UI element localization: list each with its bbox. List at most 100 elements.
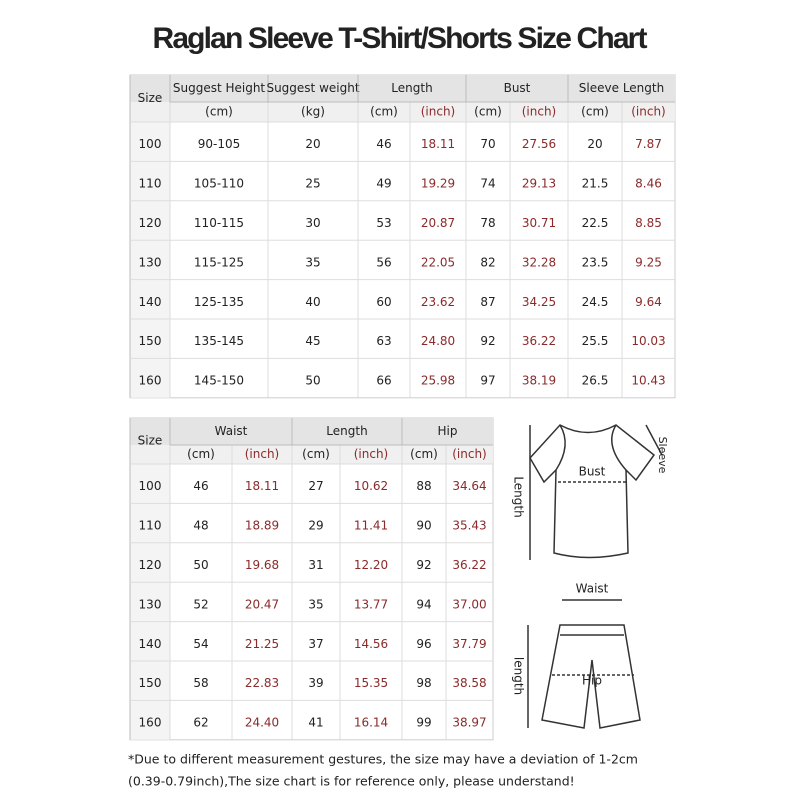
- table-cell: 21.5: [582, 177, 609, 191]
- table-cell: 97: [480, 374, 495, 388]
- header-cell: Bust: [504, 81, 531, 95]
- table-cell: 37.00: [452, 597, 486, 611]
- table-cell: 32.28: [522, 255, 556, 269]
- table-cell: 70: [480, 137, 495, 151]
- header-cell: Sleeve Length: [579, 81, 664, 95]
- table-cell: 49: [376, 177, 391, 191]
- table-cell: 90-105: [198, 137, 241, 151]
- table-cell: 20.47: [245, 597, 279, 611]
- table-cell: 20: [587, 137, 602, 151]
- header-cell: (inch): [452, 447, 487, 461]
- table-cell: 20: [305, 137, 320, 151]
- header-background: [130, 102, 675, 122]
- table-cell: 74: [480, 177, 495, 191]
- table-cell: 105-110: [194, 177, 244, 191]
- header-cell: (cm): [187, 447, 215, 461]
- header-cell: Suggest weight: [266, 81, 359, 95]
- header-cell: (cm): [205, 105, 233, 119]
- table-cell: 38.97: [452, 716, 486, 730]
- table-cell: 10.62: [354, 479, 388, 493]
- table-cell: 100: [139, 137, 162, 151]
- table-cell: 50: [193, 558, 208, 572]
- table-cell: 87: [480, 295, 495, 309]
- table-cell: 150: [139, 676, 162, 690]
- table-cell: 10.43: [631, 374, 665, 388]
- table-background: [129, 74, 676, 399]
- table-cell: 120: [139, 216, 162, 230]
- table-cell: 110-115: [194, 216, 244, 230]
- table-cell: 30: [305, 216, 320, 230]
- header-cell: (cm): [474, 105, 502, 119]
- header-cell: Length: [326, 424, 367, 438]
- header-cell: Size: [138, 91, 163, 105]
- table-cell: 88: [416, 479, 431, 493]
- table-cell: 29: [308, 519, 323, 533]
- table-cell: 130: [139, 597, 162, 611]
- table-cell: 18.11: [245, 479, 279, 493]
- table-cell: 115-125: [194, 255, 244, 269]
- table-cell: 160: [139, 716, 162, 730]
- table-cell: 37.79: [452, 637, 486, 651]
- table-cell: 25: [305, 177, 320, 191]
- table-cell: 66: [376, 374, 391, 388]
- table-cell: 54: [193, 637, 208, 651]
- header-cell: (cm): [302, 447, 330, 461]
- table-cell: 45: [305, 334, 320, 348]
- table-cell: 19.68: [245, 558, 279, 572]
- table-cell: 125-135: [194, 295, 244, 309]
- table-cell: 36.22: [452, 558, 486, 572]
- table-cell: 22.5: [582, 216, 609, 230]
- header-cell: (cm): [410, 447, 438, 461]
- table-cell: 39: [308, 676, 323, 690]
- shorts-length-label: length: [512, 657, 526, 695]
- table-cell: 50: [305, 374, 320, 388]
- bust-label: Bust: [579, 465, 606, 479]
- table-background: [129, 417, 494, 741]
- size-column: [130, 122, 170, 398]
- table-cell: 30.71: [522, 216, 556, 230]
- table-cell: 56: [376, 255, 391, 269]
- table-cell: 22.83: [245, 676, 279, 690]
- table-cell: 14.56: [354, 637, 388, 651]
- table-cell: 46: [193, 479, 208, 493]
- header-cell: (cm): [370, 105, 398, 119]
- table-cell: 34.25: [522, 295, 556, 309]
- header-cell: (inch): [245, 447, 280, 461]
- sleeve-label: Sleeve: [656, 437, 669, 474]
- header-cell: Suggest Height: [173, 81, 266, 95]
- table-cell: 18.11: [421, 137, 455, 151]
- table-cell: 7.87: [635, 137, 662, 151]
- table-cell: 100: [139, 479, 162, 493]
- table-cell: 160: [139, 374, 162, 388]
- table-cell: 92: [480, 334, 495, 348]
- table-cell: 135-145: [194, 334, 244, 348]
- table-cell: 38.58: [452, 676, 486, 690]
- table-cell: 31: [308, 558, 323, 572]
- table-cell: 130: [139, 255, 162, 269]
- title: Raglan Sleeve T-Shirt/Shorts Size Chart: [153, 22, 648, 55]
- table-cell: 145-150: [194, 374, 244, 388]
- table-cell: 23.5: [582, 255, 609, 269]
- table-cell: 22.05: [421, 255, 455, 269]
- table-cell: 94: [416, 597, 431, 611]
- table-cell: 13.77: [354, 597, 388, 611]
- table-cell: 11.41: [354, 519, 388, 533]
- table-cell: 41: [308, 716, 323, 730]
- table-cell: 23.62: [421, 295, 455, 309]
- table-cell: 99: [416, 716, 431, 730]
- header-cell: Waist: [215, 424, 248, 438]
- table-cell: 46: [376, 137, 391, 151]
- header-cell: (cm): [581, 105, 609, 119]
- table-cell: 24.80: [421, 334, 455, 348]
- table-cell: 92: [416, 558, 431, 572]
- table-cell: 38.19: [522, 374, 556, 388]
- table-cell: 140: [139, 295, 162, 309]
- table-cell: 25.98: [421, 374, 455, 388]
- header-cell: Length: [391, 81, 432, 95]
- table-cell: 35.43: [452, 519, 486, 533]
- table-cell: 53: [376, 216, 391, 230]
- table-cell: 9.64: [635, 295, 662, 309]
- footnote-line: *Due to different measurement gestures, …: [128, 752, 638, 767]
- shirt-length-label: Length: [512, 476, 526, 517]
